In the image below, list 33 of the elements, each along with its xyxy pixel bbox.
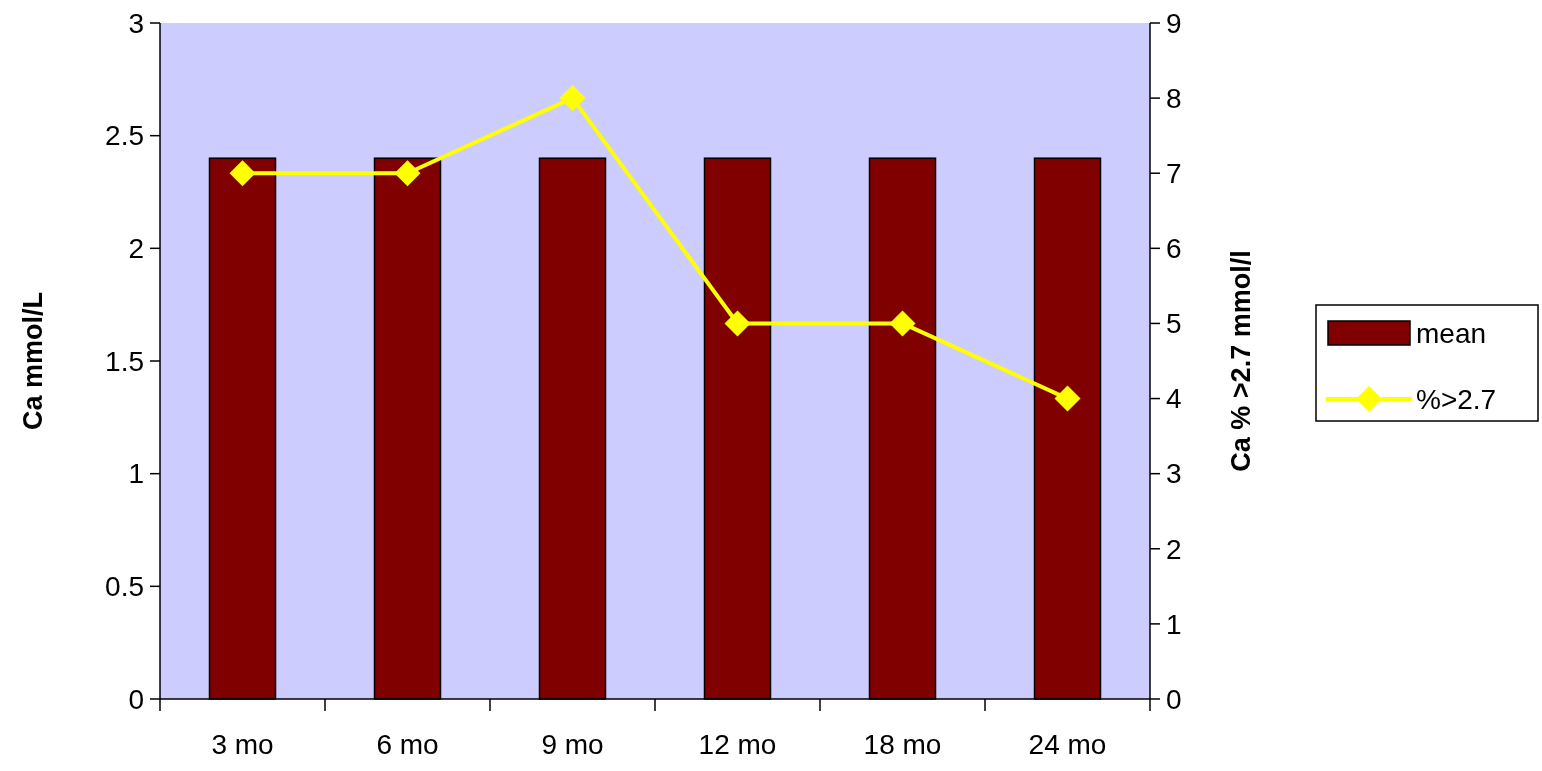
y2-tick-label: 3 bbox=[1166, 458, 1182, 490]
y-tick-label: 2.5 bbox=[105, 120, 144, 152]
y-tick-label: 0 bbox=[128, 683, 144, 715]
legend-label: %>2.7 bbox=[1416, 383, 1497, 415]
x-tick-label: 12 mo bbox=[698, 729, 777, 760]
y-tick-label: 3 bbox=[128, 7, 144, 39]
y2-tick-label: 0 bbox=[1166, 683, 1182, 715]
y2-axis-title: Ca % >2.7 mmol/l bbox=[1226, 250, 1256, 472]
y-tick-label: 0.5 bbox=[105, 571, 144, 603]
point bbox=[394, 160, 421, 187]
y2-tick-label: 1 bbox=[1166, 608, 1182, 640]
point bbox=[724, 310, 751, 337]
y2-tick-label: 9 bbox=[1166, 7, 1182, 39]
point bbox=[229, 160, 256, 187]
x-tick-label: 18 mo bbox=[863, 729, 942, 760]
point bbox=[559, 85, 586, 112]
y2-tick-label: 8 bbox=[1166, 82, 1182, 114]
legend-label: mean bbox=[1416, 317, 1487, 349]
y2-tick-label: 5 bbox=[1166, 308, 1182, 340]
x-tick-label: 3 mo bbox=[211, 729, 274, 760]
y-tick-label: 2 bbox=[128, 233, 144, 265]
y2-tick-label: 4 bbox=[1166, 383, 1182, 415]
x-tick-label: 24 mo bbox=[1028, 729, 1107, 760]
x-tick-label: 9 mo bbox=[541, 729, 604, 760]
y2-tick-label: 6 bbox=[1166, 233, 1182, 265]
point bbox=[889, 310, 916, 337]
y2-tick-label: 7 bbox=[1166, 158, 1182, 190]
point bbox=[1054, 385, 1081, 412]
x-tick-label: 6 mo bbox=[376, 729, 439, 760]
y-axis-title: Ca mmol/L bbox=[18, 291, 48, 431]
y-tick-label: 1.5 bbox=[105, 345, 144, 377]
y-tick-label: 1 bbox=[128, 458, 144, 490]
y2-tick-label: 2 bbox=[1166, 533, 1182, 565]
